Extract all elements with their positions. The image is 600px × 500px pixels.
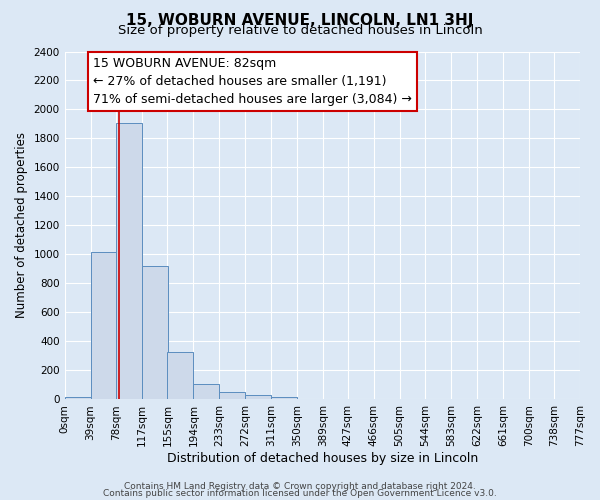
Bar xyxy=(271,398,297,400)
Bar xyxy=(167,352,193,400)
Bar xyxy=(219,392,245,400)
Bar xyxy=(193,384,219,400)
Text: 15, WOBURN AVENUE, LINCOLN, LN1 3HJ: 15, WOBURN AVENUE, LINCOLN, LN1 3HJ xyxy=(127,12,473,28)
Bar xyxy=(116,122,142,400)
Bar xyxy=(91,252,116,400)
Text: Size of property relative to detached houses in Lincoln: Size of property relative to detached ho… xyxy=(118,24,482,37)
X-axis label: Distribution of detached houses by size in Lincoln: Distribution of detached houses by size … xyxy=(167,452,478,465)
Text: Contains HM Land Registry data © Crown copyright and database right 2024.: Contains HM Land Registry data © Crown c… xyxy=(124,482,476,491)
Bar xyxy=(65,396,91,400)
Text: Contains public sector information licensed under the Open Government Licence v3: Contains public sector information licen… xyxy=(103,489,497,498)
Bar xyxy=(142,266,168,400)
Bar xyxy=(245,395,271,400)
Text: 15 WOBURN AVENUE: 82sqm
← 27% of detached houses are smaller (1,191)
71% of semi: 15 WOBURN AVENUE: 82sqm ← 27% of detache… xyxy=(93,56,412,106)
Y-axis label: Number of detached properties: Number of detached properties xyxy=(15,132,28,318)
